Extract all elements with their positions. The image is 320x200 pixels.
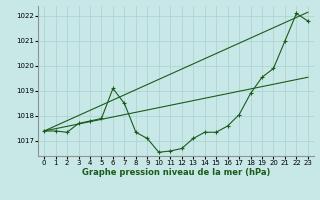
X-axis label: Graphe pression niveau de la mer (hPa): Graphe pression niveau de la mer (hPa) <box>82 168 270 177</box>
